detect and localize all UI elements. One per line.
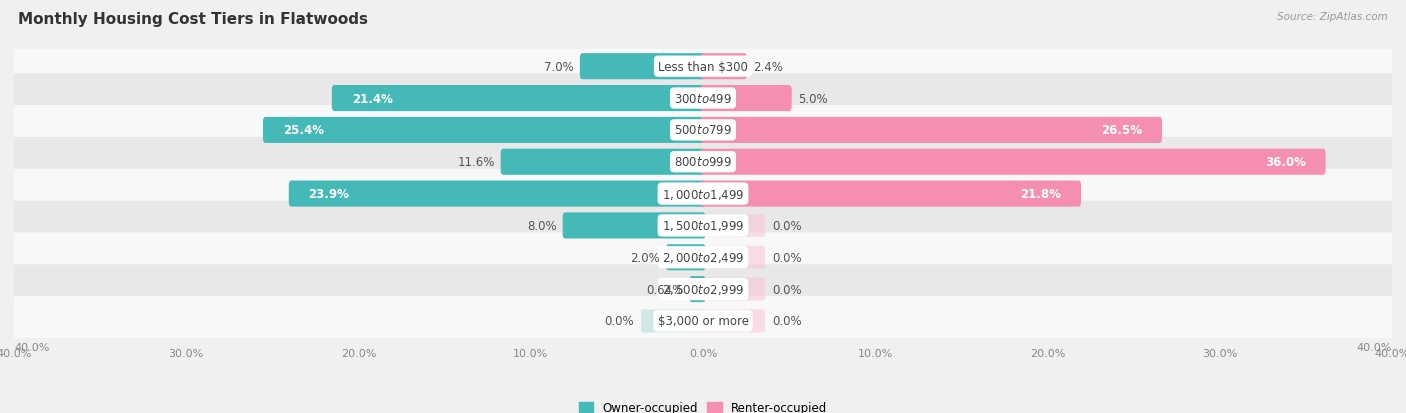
Text: 21.4%: 21.4% (352, 93, 392, 105)
FancyBboxPatch shape (0, 169, 1406, 219)
FancyBboxPatch shape (700, 118, 1161, 144)
FancyBboxPatch shape (0, 233, 1406, 282)
Text: 21.8%: 21.8% (1021, 188, 1062, 201)
Text: 26.5%: 26.5% (1101, 124, 1142, 137)
Text: 5.0%: 5.0% (797, 93, 827, 105)
FancyBboxPatch shape (700, 150, 1326, 176)
Text: 40.0%: 40.0% (14, 342, 49, 352)
FancyBboxPatch shape (0, 138, 1406, 187)
Text: 25.4%: 25.4% (283, 124, 323, 137)
Text: 2.4%: 2.4% (754, 61, 783, 74)
Text: 40.0%: 40.0% (1357, 342, 1392, 352)
FancyBboxPatch shape (700, 181, 1081, 207)
FancyBboxPatch shape (702, 310, 765, 332)
Text: $800 to $999: $800 to $999 (673, 156, 733, 169)
FancyBboxPatch shape (702, 246, 765, 269)
Text: 0.0%: 0.0% (772, 219, 801, 233)
Text: $300 to $499: $300 to $499 (673, 93, 733, 105)
Text: 0.0%: 0.0% (772, 283, 801, 296)
Text: 2.0%: 2.0% (630, 251, 659, 264)
FancyBboxPatch shape (0, 297, 1406, 346)
FancyBboxPatch shape (288, 181, 706, 207)
FancyBboxPatch shape (700, 54, 747, 80)
Legend: Owner-occupied, Renter-occupied: Owner-occupied, Renter-occupied (579, 401, 827, 413)
Text: 0.64%: 0.64% (647, 283, 683, 296)
Text: $1,000 to $1,499: $1,000 to $1,499 (662, 187, 744, 201)
Text: $1,500 to $1,999: $1,500 to $1,999 (662, 219, 744, 233)
Text: 0.0%: 0.0% (772, 315, 801, 328)
Text: Monthly Housing Cost Tiers in Flatwoods: Monthly Housing Cost Tiers in Flatwoods (18, 12, 368, 27)
Text: $3,000 or more: $3,000 or more (658, 315, 748, 328)
Text: 0.0%: 0.0% (772, 251, 801, 264)
FancyBboxPatch shape (689, 276, 706, 302)
FancyBboxPatch shape (702, 278, 765, 301)
Text: 23.9%: 23.9% (308, 188, 350, 201)
FancyBboxPatch shape (702, 214, 765, 237)
Text: 36.0%: 36.0% (1265, 156, 1306, 169)
FancyBboxPatch shape (579, 54, 706, 80)
Text: $2,500 to $2,999: $2,500 to $2,999 (662, 282, 744, 297)
FancyBboxPatch shape (0, 201, 1406, 251)
Text: 11.6%: 11.6% (457, 156, 495, 169)
FancyBboxPatch shape (641, 310, 704, 332)
FancyBboxPatch shape (0, 74, 1406, 123)
FancyBboxPatch shape (700, 86, 792, 112)
Text: 0.0%: 0.0% (605, 315, 634, 328)
FancyBboxPatch shape (562, 213, 706, 239)
FancyBboxPatch shape (0, 42, 1406, 92)
FancyBboxPatch shape (501, 150, 706, 176)
FancyBboxPatch shape (0, 265, 1406, 314)
FancyBboxPatch shape (666, 244, 706, 271)
Text: $2,000 to $2,499: $2,000 to $2,499 (662, 251, 744, 265)
FancyBboxPatch shape (263, 118, 706, 144)
Text: $500 to $799: $500 to $799 (673, 124, 733, 137)
Text: Less than $300: Less than $300 (658, 61, 748, 74)
Text: 7.0%: 7.0% (544, 61, 574, 74)
FancyBboxPatch shape (332, 86, 706, 112)
Text: 8.0%: 8.0% (527, 219, 557, 233)
Text: Source: ZipAtlas.com: Source: ZipAtlas.com (1277, 12, 1388, 22)
FancyBboxPatch shape (0, 106, 1406, 155)
